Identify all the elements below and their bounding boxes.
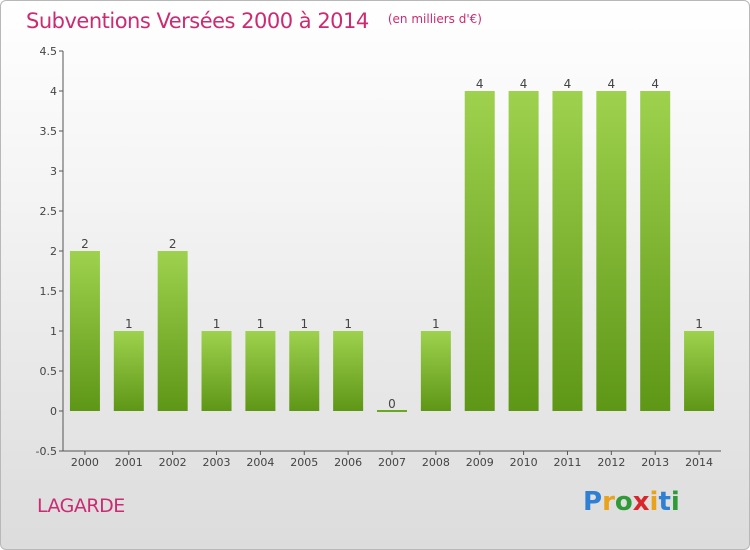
chart-title: Subventions Versées 2000 à 2014 (26, 9, 369, 33)
bar-value-label: 4 (520, 77, 528, 91)
x-tick-label: 2013 (641, 456, 669, 469)
bar-value-label: 1 (300, 317, 308, 331)
bar (684, 331, 715, 411)
y-tick-label: 2 (50, 245, 57, 258)
bar (157, 251, 188, 411)
bar-value-label: 1 (695, 317, 703, 331)
bar-value-label: 4 (564, 77, 572, 91)
bar-value-label: 1 (257, 317, 265, 331)
bar (596, 91, 627, 411)
logo-letter: x (632, 487, 650, 517)
x-tick-label: 2014 (685, 456, 713, 469)
bar-value-label: 2 (81, 237, 89, 251)
y-tick-label: 0 (50, 405, 57, 418)
x-tick-label: 2012 (597, 456, 625, 469)
bar-value-label: 0 (388, 397, 396, 411)
x-tick-label: 2006 (334, 456, 362, 469)
logo-letter: i (670, 487, 680, 517)
bar (377, 410, 407, 412)
bar (464, 91, 495, 411)
bar (420, 331, 451, 411)
title-row: Subventions Versées 2000 à 2014 (en mill… (26, 9, 482, 33)
bar-value-label: 1 (344, 317, 352, 331)
bar-value-label: 1 (213, 317, 221, 331)
bar-value-label: 1 (432, 317, 440, 331)
y-tick-label: 2.5 (40, 205, 58, 218)
bar-value-label: 2 (169, 237, 177, 251)
proxiti-logo: Proxiti (583, 487, 680, 517)
chart-unit: (en milliers d'€) (387, 12, 482, 26)
y-tick-label: 1.5 (40, 285, 58, 298)
bar (69, 251, 100, 411)
bar-value-label: 4 (476, 77, 484, 91)
y-tick-label: -0.5 (36, 445, 57, 458)
bar (201, 331, 232, 411)
y-tick-label: 1 (50, 325, 57, 338)
y-tick-label: 3.5 (40, 125, 58, 138)
y-tick-label: 0.5 (40, 365, 58, 378)
x-tick-label: 2004 (246, 456, 274, 469)
bar-value-label: 1 (125, 317, 133, 331)
x-tick-label: 2003 (203, 456, 231, 469)
x-tick-label: 2005 (290, 456, 318, 469)
logo-letter: r (602, 487, 615, 517)
x-tick-label: 2008 (422, 456, 450, 469)
x-tick-label: 2010 (510, 456, 538, 469)
bar (245, 331, 276, 411)
bar (508, 91, 539, 411)
bar-value-label: 4 (608, 77, 616, 91)
bar-value-label: 4 (651, 77, 659, 91)
bar (640, 91, 671, 411)
bar (113, 331, 144, 411)
x-tick-label: 2009 (466, 456, 494, 469)
y-tick-label: 4.5 (40, 45, 58, 58)
x-tick-label: 2001 (115, 456, 143, 469)
bar (333, 331, 364, 411)
x-tick-label: 2000 (71, 456, 99, 469)
commune-name: LAGARDE (37, 495, 125, 517)
logo-letter: t (658, 487, 671, 517)
x-tick-label: 2002 (159, 456, 187, 469)
bar (289, 331, 320, 411)
x-tick-label: 2011 (553, 456, 581, 469)
x-tick-label: 2007 (378, 456, 406, 469)
y-tick-label: 3 (50, 165, 57, 178)
logo-letter: i (649, 487, 659, 517)
y-tick-label: 4 (50, 85, 57, 98)
logo-letter: o (614, 487, 633, 517)
bar (552, 91, 583, 411)
logo-letter: P (583, 487, 603, 517)
